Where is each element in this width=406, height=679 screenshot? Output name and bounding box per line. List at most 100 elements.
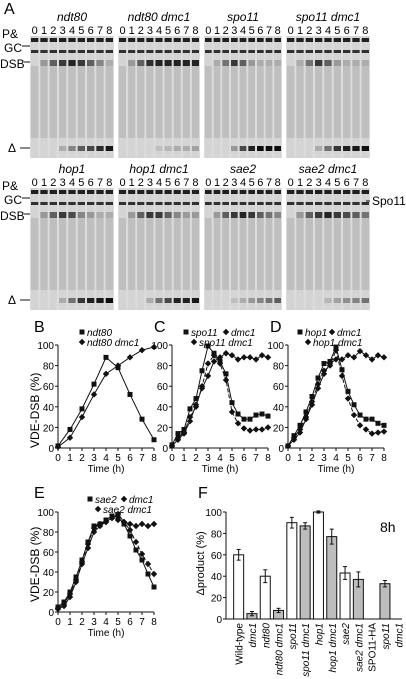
data-point (241, 416, 247, 422)
dsb-band (96, 212, 104, 218)
gc-band (287, 202, 295, 205)
dsb-band (105, 60, 113, 66)
lane-number: 1 (41, 25, 47, 37)
bar-category-label: spo11 dmc1 (301, 623, 312, 677)
smear (49, 218, 57, 290)
x-tick-label: 4 (333, 453, 339, 464)
legend-label: sae2 dmc1 (103, 505, 152, 516)
product-band (343, 298, 351, 303)
dsb-band (40, 212, 48, 218)
gel-row2-0 (30, 188, 114, 310)
well-band (68, 190, 76, 194)
legend-label: spo11 (191, 328, 218, 339)
data-point (351, 402, 357, 408)
gel-lane (213, 188, 221, 310)
well-band (274, 38, 281, 42)
data-point (290, 436, 298, 443)
well-band (248, 190, 255, 194)
gc-band (315, 202, 323, 205)
smear (87, 218, 95, 290)
dsb-band (274, 60, 281, 66)
lane-number: 6 (174, 25, 180, 37)
well-band (287, 190, 295, 194)
well-band (87, 190, 95, 194)
lane-number: 0 (119, 177, 125, 189)
lane-number: 4 (69, 177, 75, 189)
smear (296, 66, 304, 138)
bar-category-label: hop1 (314, 623, 325, 645)
data-point (258, 426, 266, 433)
gc-band (77, 50, 85, 53)
gel-lane (343, 36, 351, 158)
dsb-band (173, 60, 181, 66)
gc-band (274, 50, 281, 53)
gc-band (343, 50, 351, 53)
x-tick-label: 6 (127, 453, 133, 464)
gc-band (146, 202, 154, 205)
y-tick-label: 60 (43, 382, 55, 393)
gel-lane (182, 188, 190, 310)
panel-letter-e: E (34, 485, 45, 502)
data-point (114, 510, 122, 518)
legend-marker (297, 329, 303, 335)
gel-lane (191, 36, 199, 158)
lane-number: 7 (183, 177, 189, 189)
smear (315, 218, 323, 290)
data-point (102, 370, 110, 378)
pgc-label-bottom-1: GC (4, 41, 22, 55)
lane-number: 7 (183, 25, 189, 37)
lane-number: 5 (334, 25, 340, 37)
well-band (191, 38, 199, 42)
data-point (265, 413, 271, 419)
data-point (229, 400, 235, 406)
lane-number: 4 (69, 25, 75, 37)
smear (128, 66, 136, 138)
panel-letter-d: D (270, 319, 282, 336)
data-point (253, 412, 259, 418)
gc-band (164, 50, 172, 53)
gc-band (239, 202, 247, 205)
gel-lane (49, 188, 57, 310)
dsb-band (305, 212, 313, 218)
gel-lane (146, 188, 154, 310)
smear (105, 218, 113, 290)
smear (352, 218, 360, 290)
dsb-band (315, 60, 323, 66)
data-point (193, 396, 199, 402)
gel-lane (257, 36, 264, 158)
well-band (128, 38, 136, 42)
well-band (182, 190, 190, 194)
bar-category-label: Wild-type (235, 623, 246, 665)
legend-label: spo11 dmc1 (199, 338, 253, 349)
lane-number: 6 (344, 25, 350, 37)
bar (379, 583, 391, 620)
lane-number: 2 (50, 25, 56, 37)
smear (87, 66, 95, 138)
y-tick-label: 100 (37, 341, 54, 352)
gc-band (128, 202, 136, 205)
data-point (114, 362, 122, 369)
gel-lane (257, 188, 264, 310)
well-band (265, 190, 273, 194)
dsb-label-1: DSB (0, 57, 25, 71)
x-tick-label: 6 (357, 453, 363, 464)
data-point (175, 431, 181, 437)
product-band (173, 146, 181, 151)
smear (265, 66, 273, 138)
well-band (222, 38, 229, 42)
well-band (361, 190, 369, 194)
bar-title: 8h (380, 519, 396, 535)
data-point (84, 544, 92, 552)
lane-number: 8 (362, 177, 368, 189)
well-band (173, 190, 181, 194)
x-tick-label: 0 (55, 617, 61, 628)
dsb-band (137, 212, 145, 218)
well-band (40, 190, 48, 194)
data-point (381, 422, 387, 428)
data-point (303, 409, 309, 415)
x-tick-label: 0 (169, 453, 175, 464)
gc-band (257, 202, 264, 205)
gc-band (315, 50, 323, 53)
data-point (344, 395, 352, 402)
